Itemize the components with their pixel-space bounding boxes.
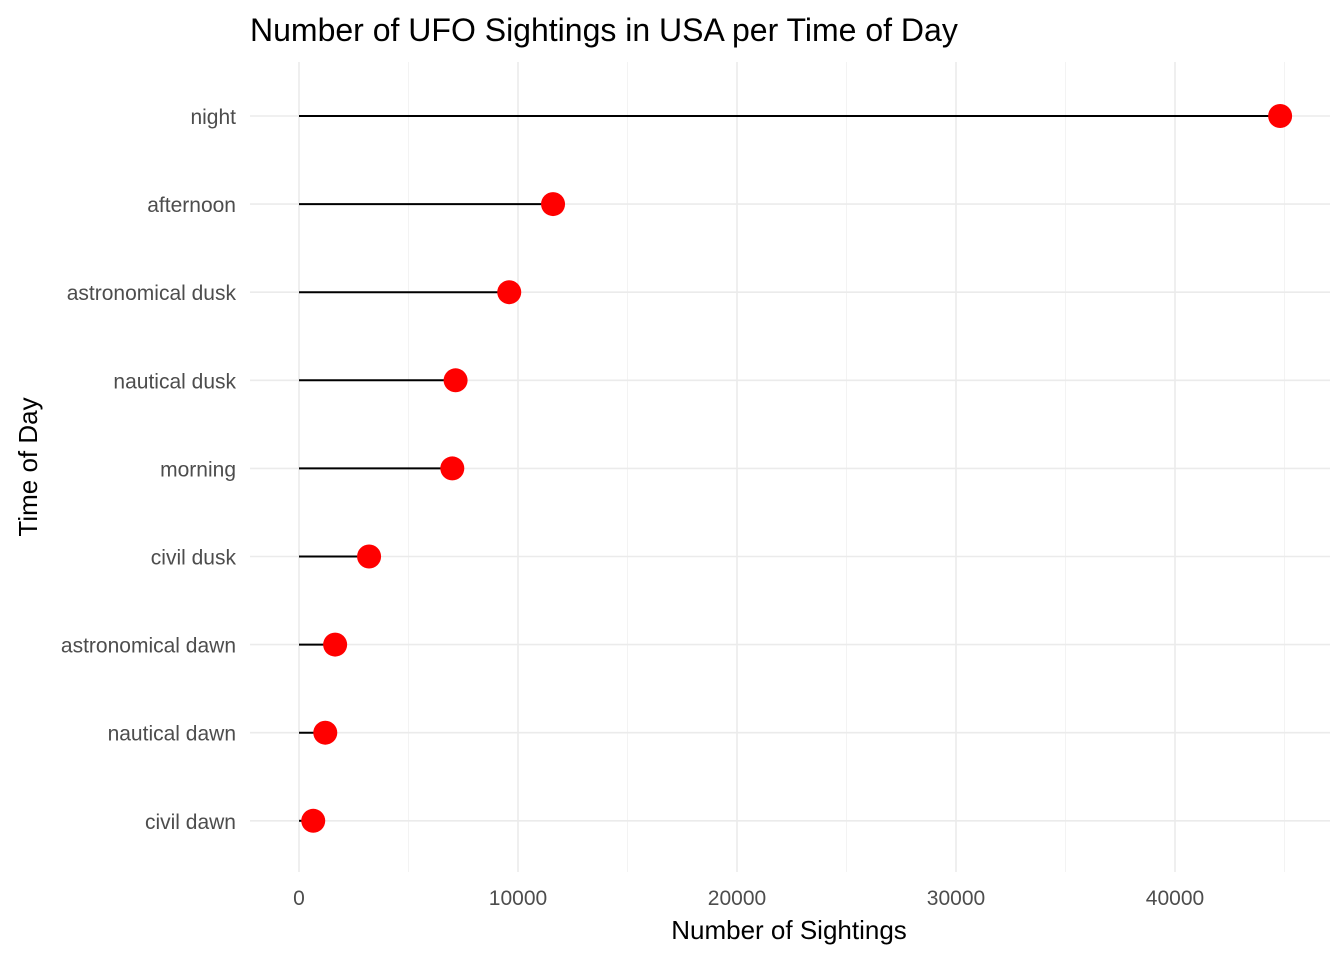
lollipop-point [313, 720, 338, 745]
x-tick-label: 0 [293, 887, 305, 910]
x-tick-label: 40000 [1146, 887, 1204, 910]
lollipop-point [541, 192, 566, 217]
lollipop-point [1268, 104, 1293, 128]
stem-layer [299, 115, 1281, 822]
y-tick-label: astronomical dusk [67, 282, 237, 305]
y-tick-label: civil dawn [145, 811, 236, 834]
lollipop-point [301, 808, 326, 833]
point-layer [301, 104, 1293, 833]
x-axis-tick-labels: 0 10000 20000 30000 40000 [293, 887, 1204, 910]
lollipop-point [440, 456, 465, 481]
y-tick-label: nautical dawn [108, 723, 236, 746]
y-axis-title: Time of Day [13, 397, 43, 536]
y-tick-label: astronomical dawn [61, 635, 236, 658]
grid-layer [250, 62, 1330, 872]
y-tick-label: afternoon [147, 194, 236, 217]
lollipop-point [497, 280, 522, 305]
lollipop-point [323, 632, 348, 657]
x-tick-label: 10000 [489, 887, 547, 910]
lollipop-point [357, 544, 382, 569]
y-axis-tick-labels: night afternoon astronomical dusk nautical … [61, 106, 237, 834]
x-axis-title: Number of Sightings [671, 915, 907, 945]
y-tick-label: night [190, 106, 236, 129]
y-tick-label: civil dusk [151, 547, 237, 570]
x-tick-label: 30000 [927, 887, 985, 910]
chart-title: Number of UFO Sightings in USA per Time … [250, 12, 958, 48]
y-tick-label: nautical dusk [113, 370, 236, 393]
lollipop-point [443, 368, 468, 393]
y-tick-label: morning [160, 458, 236, 481]
x-tick-label: 20000 [708, 887, 766, 910]
